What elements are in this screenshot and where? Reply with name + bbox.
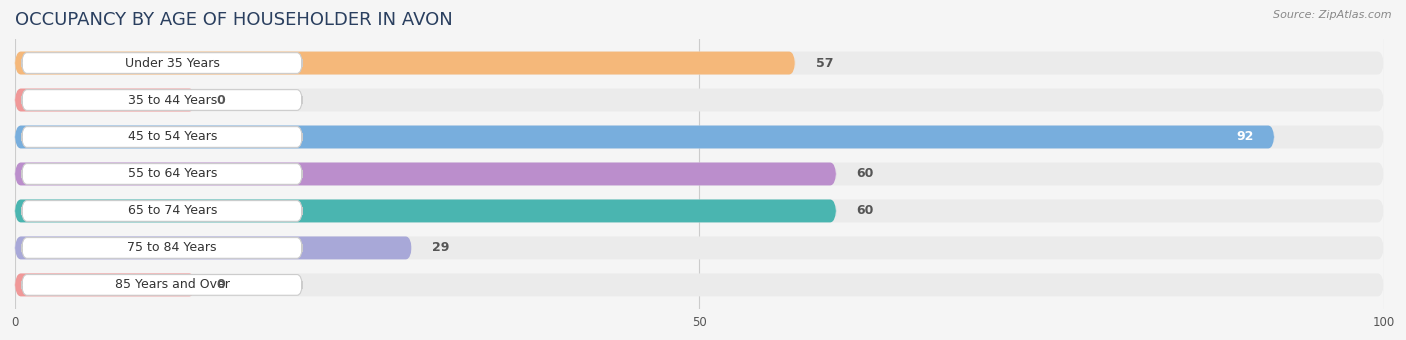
Text: 85 Years and Over: 85 Years and Over (115, 278, 229, 291)
FancyBboxPatch shape (21, 201, 302, 221)
FancyBboxPatch shape (21, 90, 302, 110)
FancyBboxPatch shape (15, 273, 195, 296)
FancyBboxPatch shape (15, 88, 1384, 112)
FancyBboxPatch shape (21, 275, 302, 295)
Text: 75 to 84 Years: 75 to 84 Years (128, 241, 217, 254)
FancyBboxPatch shape (15, 236, 412, 259)
FancyBboxPatch shape (21, 126, 302, 147)
FancyBboxPatch shape (15, 163, 1384, 185)
FancyBboxPatch shape (15, 88, 195, 112)
Text: 57: 57 (815, 56, 834, 70)
Text: 60: 60 (856, 204, 875, 218)
Text: OCCUPANCY BY AGE OF HOUSEHOLDER IN AVON: OCCUPANCY BY AGE OF HOUSEHOLDER IN AVON (15, 11, 453, 29)
FancyBboxPatch shape (15, 125, 1274, 149)
FancyBboxPatch shape (15, 200, 1384, 222)
Text: 45 to 54 Years: 45 to 54 Years (128, 131, 217, 143)
FancyBboxPatch shape (15, 125, 1384, 149)
Text: 0: 0 (217, 94, 225, 106)
FancyBboxPatch shape (21, 238, 302, 258)
Text: 29: 29 (432, 241, 450, 254)
Text: Under 35 Years: Under 35 Years (125, 56, 219, 70)
FancyBboxPatch shape (21, 164, 302, 184)
FancyBboxPatch shape (15, 52, 796, 74)
Text: 55 to 64 Years: 55 to 64 Years (128, 168, 217, 181)
Text: 65 to 74 Years: 65 to 74 Years (128, 204, 217, 218)
FancyBboxPatch shape (15, 273, 1384, 296)
FancyBboxPatch shape (15, 52, 1384, 74)
Text: 60: 60 (856, 168, 875, 181)
FancyBboxPatch shape (15, 200, 837, 222)
Text: 92: 92 (1236, 131, 1254, 143)
FancyBboxPatch shape (21, 53, 302, 73)
Text: Source: ZipAtlas.com: Source: ZipAtlas.com (1274, 10, 1392, 20)
FancyBboxPatch shape (15, 236, 1384, 259)
FancyBboxPatch shape (15, 163, 837, 185)
Text: 35 to 44 Years: 35 to 44 Years (128, 94, 217, 106)
Text: 0: 0 (217, 278, 225, 291)
